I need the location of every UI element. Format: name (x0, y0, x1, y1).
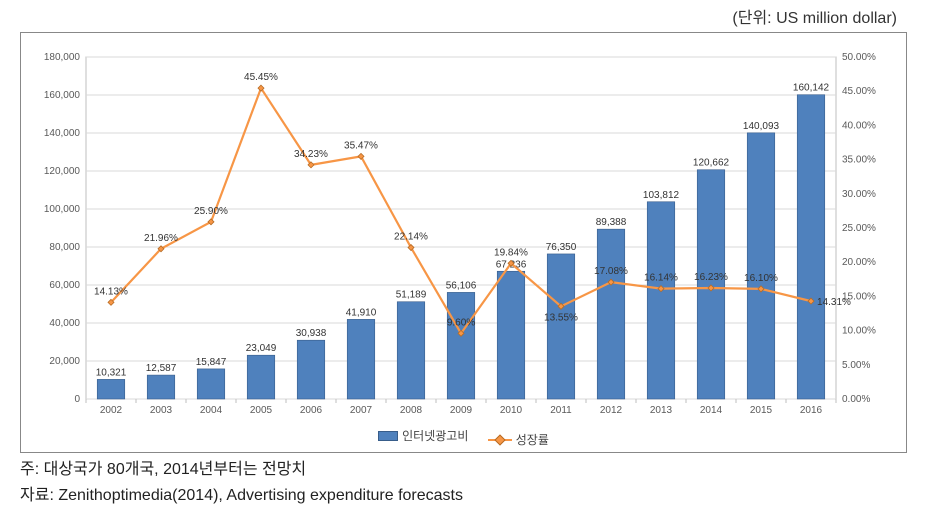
svg-text:2008: 2008 (400, 405, 423, 416)
svg-text:2002: 2002 (100, 405, 123, 416)
svg-text:21.96%: 21.96% (144, 233, 178, 244)
svg-text:2011: 2011 (550, 405, 572, 416)
svg-text:100,000: 100,000 (44, 204, 81, 215)
svg-text:2004: 2004 (200, 405, 223, 416)
svg-text:15,847: 15,847 (196, 357, 227, 368)
svg-text:0.00%: 0.00% (842, 394, 870, 405)
chart-container: (단위: US million dollar) 0 20,000 40,000 60,… (0, 0, 927, 510)
svg-text:19.84%: 19.84% (494, 247, 528, 258)
svg-text:30.00%: 30.00% (842, 189, 876, 200)
legend-line-label: 성장률 (516, 431, 549, 448)
svg-text:50.00%: 50.00% (842, 52, 876, 63)
svg-text:89,388: 89,388 (596, 217, 627, 228)
svg-text:9.60%: 9.60% (447, 317, 475, 328)
svg-text:140,000: 140,000 (44, 128, 81, 139)
svg-text:51,189: 51,189 (396, 290, 427, 301)
svg-text:13.55%: 13.55% (544, 312, 578, 323)
svg-text:160,142: 160,142 (793, 83, 830, 94)
svg-text:35.47%: 35.47% (344, 140, 378, 151)
footnote-1: 주: 대상국가 80개국, 2014년부터는 전망치 (0, 457, 927, 483)
svg-text:2006: 2006 (300, 405, 323, 416)
svg-text:140,093: 140,093 (743, 121, 780, 132)
svg-text:76,350: 76,350 (546, 242, 577, 253)
svg-text:14.31%: 14.31% (817, 297, 851, 308)
svg-text:2016: 2016 (800, 405, 823, 416)
svg-text:25.00%: 25.00% (842, 223, 876, 234)
svg-text:5.00%: 5.00% (842, 360, 870, 371)
svg-text:23,049: 23,049 (246, 343, 277, 354)
svg-text:14.13%: 14.13% (94, 286, 128, 297)
svg-text:160,000: 160,000 (44, 90, 81, 101)
svg-text:41,910: 41,910 (346, 307, 377, 318)
chart-svg: 0 20,000 40,000 60,000 80,000 100,000 120,000 1… (31, 43, 891, 423)
svg-text:20,000: 20,000 (49, 356, 80, 367)
line-swatch-icon (488, 439, 512, 441)
svg-text:45.45%: 45.45% (244, 72, 278, 83)
chart-box: 0 20,000 40,000 60,000 80,000 100,000 120,000 1… (20, 32, 907, 453)
svg-text:30,938: 30,938 (296, 328, 327, 339)
svg-text:0: 0 (74, 394, 80, 405)
svg-text:2012: 2012 (600, 405, 623, 416)
svg-text:2009: 2009 (450, 405, 473, 416)
svg-text:120,000: 120,000 (44, 166, 81, 177)
svg-text:40,000: 40,000 (49, 318, 80, 329)
legend-bar-label: 인터넷광고비 (402, 427, 468, 444)
svg-text:60,000: 60,000 (49, 280, 80, 291)
svg-text:40.00%: 40.00% (842, 120, 876, 131)
svg-text:16.14%: 16.14% (644, 273, 678, 284)
svg-text:16.10%: 16.10% (744, 273, 778, 284)
bar-swatch-icon (378, 431, 398, 441)
svg-text:2014: 2014 (700, 405, 723, 416)
svg-text:80,000: 80,000 (49, 242, 80, 253)
svg-text:2005: 2005 (250, 405, 273, 416)
svg-text:2010: 2010 (500, 405, 523, 416)
svg-text:25.90%: 25.90% (194, 206, 228, 217)
svg-text:10,321: 10,321 (96, 367, 127, 378)
svg-text:103,812: 103,812 (643, 190, 680, 201)
svg-text:45.00%: 45.00% (842, 86, 876, 97)
svg-text:20.00%: 20.00% (842, 257, 876, 268)
svg-text:56,106: 56,106 (446, 280, 477, 291)
unit-label: (단위: US million dollar) (0, 0, 927, 32)
svg-text:2015: 2015 (750, 405, 773, 416)
svg-text:17.08%: 17.08% (594, 266, 628, 277)
svg-text:10.00%: 10.00% (842, 326, 876, 337)
svg-text:2013: 2013 (650, 405, 673, 416)
legend-bar: 인터넷광고비 (378, 427, 468, 444)
legend-line: 성장률 (488, 431, 549, 448)
svg-text:22.14%: 22.14% (394, 232, 428, 243)
svg-text:16.23%: 16.23% (694, 272, 728, 283)
legend: 인터넷광고비 성장률 (31, 423, 896, 448)
svg-text:2003: 2003 (150, 405, 173, 416)
plot-area: 0 20,000 40,000 60,000 80,000 100,000 120,000 1… (31, 43, 896, 423)
svg-text:35.00%: 35.00% (842, 155, 876, 166)
footnote-2: 자료: Zenithoptimedia(2014), Advertising e… (0, 483, 927, 509)
svg-text:34.23%: 34.23% (294, 149, 328, 160)
svg-text:120,662: 120,662 (693, 158, 730, 169)
svg-text:180,000: 180,000 (44, 52, 81, 63)
svg-text:12,587: 12,587 (146, 363, 177, 374)
svg-text:2007: 2007 (350, 405, 373, 416)
